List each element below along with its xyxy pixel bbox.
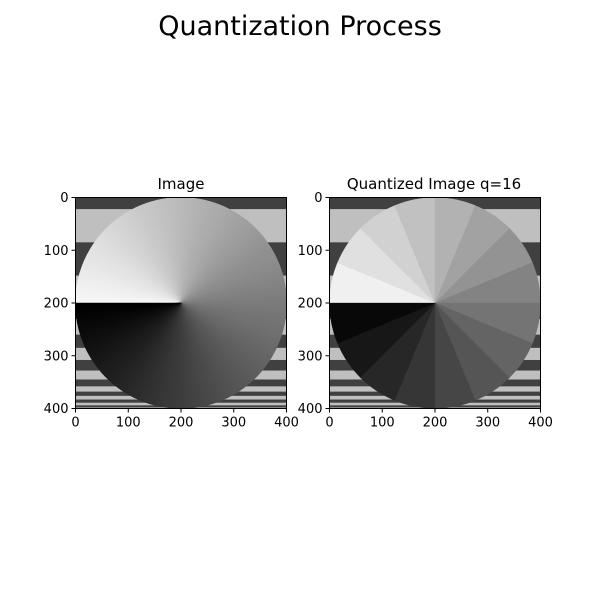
x-tick-label: 200 xyxy=(423,416,448,431)
x-tick-label: 300 xyxy=(221,416,246,431)
y-tick-label: 300 xyxy=(298,349,323,364)
y-tick-label: 200 xyxy=(298,297,323,312)
y-tick-label: 200 xyxy=(44,297,69,312)
y-tick-label: 0 xyxy=(314,191,322,206)
x-tick-label: 400 xyxy=(528,416,553,431)
x-tick-label: 0 xyxy=(71,416,79,431)
y-tick-label: 300 xyxy=(44,349,69,364)
x-tick-label: 0 xyxy=(325,416,333,431)
panel-quantized-title: Quantized Image q=16 xyxy=(347,175,521,193)
x-tick-label: 100 xyxy=(370,416,395,431)
y-tick-label: 400 xyxy=(298,402,323,417)
image-plot-area xyxy=(75,197,287,409)
panel-image-title: Image xyxy=(158,175,205,193)
x-tick-label: 200 xyxy=(169,416,194,431)
y-tick-label: 100 xyxy=(298,244,323,259)
quantized-plot-area xyxy=(329,197,541,409)
y-tick-label: 100 xyxy=(44,244,69,259)
figure-suptitle: Quantization Process xyxy=(158,11,442,42)
panel-quantized: Quantized Image q=16 0 100 200 300 400010020… xyxy=(298,175,553,431)
y-tick-label: 0 xyxy=(60,191,68,206)
x-tick-label: 400 xyxy=(274,416,299,431)
x-tick-label: 100 xyxy=(116,416,141,431)
x-tick-label: 300 xyxy=(475,416,500,431)
y-tick-label: 400 xyxy=(44,402,69,417)
